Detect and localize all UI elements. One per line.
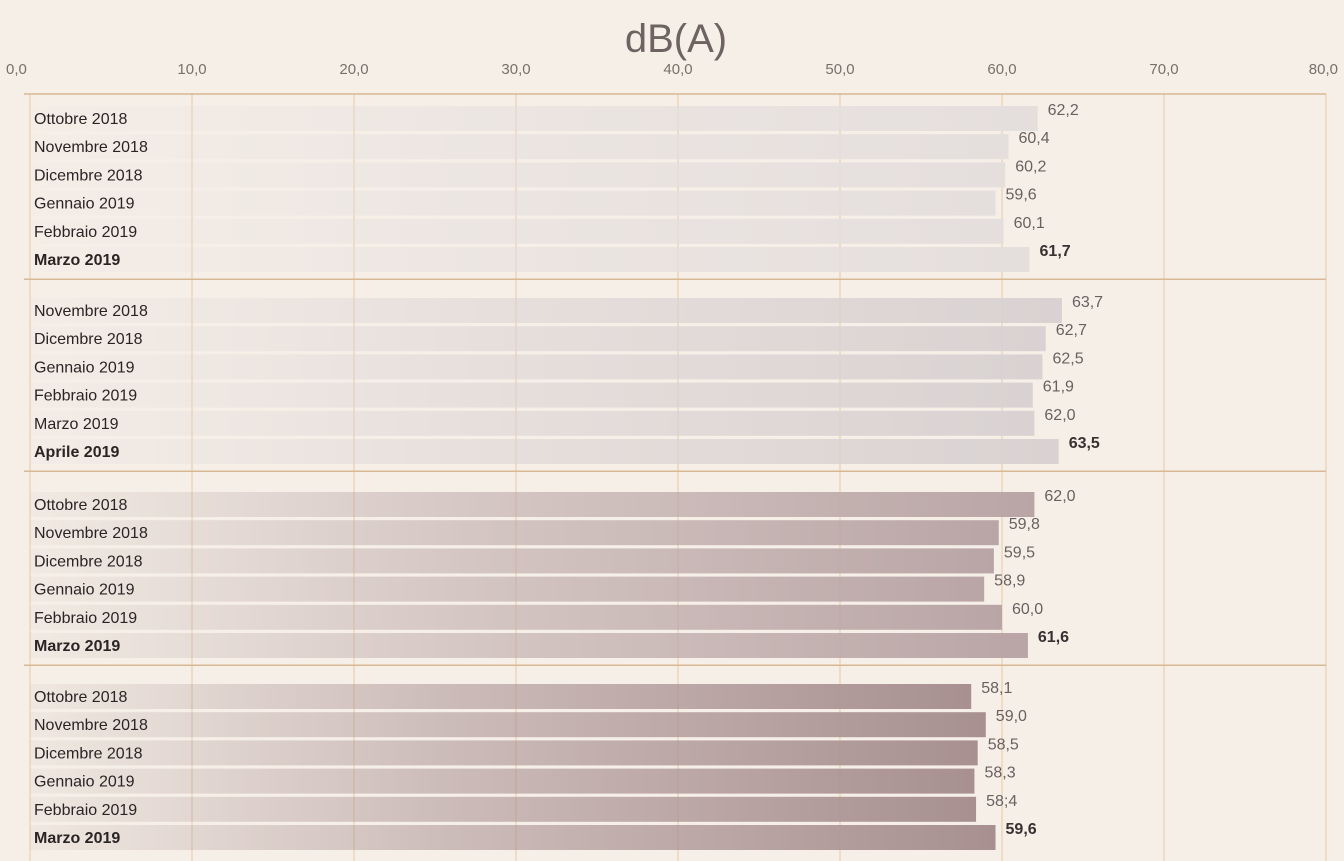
value-label: 59,6 xyxy=(1006,187,1037,204)
bar xyxy=(30,354,1043,380)
bar xyxy=(30,604,1002,630)
bar xyxy=(30,548,994,574)
bar xyxy=(30,492,1035,517)
bar xyxy=(30,439,1059,464)
category-label: Dicembre 2018 xyxy=(34,331,143,348)
x-axis-ticks: 0,0 10,0 20,0 30,0 40,0 50,0 60,0 70,0 80,0 xyxy=(6,61,1338,78)
category-label: Gennaio 2019 xyxy=(34,582,135,599)
value-label: 58,5 xyxy=(988,736,1019,753)
value-label: 59,5 xyxy=(1004,544,1035,561)
bar xyxy=(30,684,972,709)
category-label: Febbraio 2019 xyxy=(34,610,137,627)
value-label: 58,9 xyxy=(994,573,1025,590)
bar xyxy=(30,247,1030,272)
category-label: Febbraio 2019 xyxy=(34,802,137,819)
value-label: 58;4 xyxy=(986,793,1017,810)
value-label: 60,4 xyxy=(1018,130,1049,147)
value-label: 61,9 xyxy=(1043,379,1074,396)
bar xyxy=(30,218,1004,244)
category-label: Ottobre 2018 xyxy=(34,111,128,128)
bar xyxy=(30,190,996,216)
value-label: 63,5 xyxy=(1069,435,1100,452)
unit-label: dB(A) xyxy=(625,17,727,61)
value-label: 63,7 xyxy=(1072,294,1103,311)
category-label: Novembre 2018 xyxy=(34,717,148,734)
category-label: Dicembre 2018 xyxy=(34,553,143,570)
bar xyxy=(30,825,996,850)
value-label: 59,8 xyxy=(1009,516,1040,533)
x-tick-label: 10,0 xyxy=(177,61,206,78)
x-tick-label: 80,0 xyxy=(1309,61,1338,78)
bars: Ottobre 2018 62,2 Novembre 2018 60,4 Dicembr… xyxy=(30,102,1103,850)
value-label: 58,3 xyxy=(984,765,1015,782)
value-label: 60,0 xyxy=(1012,601,1043,618)
bar xyxy=(30,796,977,822)
category-label: Novembre 2018 xyxy=(34,525,148,542)
value-label: 61,7 xyxy=(1040,243,1071,260)
bar xyxy=(30,134,1009,160)
group-separators xyxy=(24,93,1326,666)
x-tick-label: 30,0 xyxy=(501,61,530,78)
value-label: 62,0 xyxy=(1044,407,1075,424)
category-label: Marzo 2019 xyxy=(34,830,120,847)
category-label: Gennaio 2019 xyxy=(34,359,135,376)
value-label: 59,0 xyxy=(996,708,1027,725)
bar xyxy=(30,768,975,794)
x-tick-label: 0,0 xyxy=(6,61,27,78)
category-label: Marzo 2019 xyxy=(34,638,120,655)
value-label: 62,2 xyxy=(1048,102,1079,119)
bar xyxy=(30,326,1046,352)
category-label: Aprile 2019 xyxy=(34,444,119,461)
category-label: Dicembre 2018 xyxy=(34,167,143,184)
bar xyxy=(30,712,986,738)
bar xyxy=(30,633,1028,658)
value-label: 60,1 xyxy=(1014,215,1045,232)
category-label: Gennaio 2019 xyxy=(34,774,135,791)
x-tick-label: 70,0 xyxy=(1149,61,1178,78)
bar xyxy=(30,740,978,766)
bar xyxy=(30,162,1006,188)
bar xyxy=(30,410,1035,436)
bar xyxy=(30,520,999,546)
category-label: Dicembre 2018 xyxy=(34,745,143,762)
category-label: Marzo 2019 xyxy=(34,416,119,433)
category-label: Febbraio 2019 xyxy=(34,224,137,241)
bar xyxy=(30,106,1038,131)
x-tick-label: 50,0 xyxy=(825,61,854,78)
value-label: 62,7 xyxy=(1056,322,1087,339)
value-label: 61,6 xyxy=(1038,629,1069,646)
category-label: Gennaio 2019 xyxy=(34,196,135,213)
bar xyxy=(30,382,1033,408)
value-label: 62,5 xyxy=(1053,350,1084,367)
value-label: 62,0 xyxy=(1044,488,1075,505)
category-label: Novembre 2018 xyxy=(34,139,148,156)
category-label: Novembre 2018 xyxy=(34,303,148,320)
bar xyxy=(30,298,1062,323)
category-label: Marzo 2019 xyxy=(34,252,120,269)
category-label: Ottobre 2018 xyxy=(34,689,128,706)
x-tick-label: 20,0 xyxy=(339,61,368,78)
category-label: Ottobre 2018 xyxy=(34,497,128,514)
x-tick-label: 40,0 xyxy=(663,61,692,78)
x-tick-label: 60,0 xyxy=(987,61,1016,78)
value-label: 60,2 xyxy=(1015,158,1046,175)
bar xyxy=(30,576,985,602)
value-label: 58,1 xyxy=(981,680,1012,697)
category-label: Febbraio 2019 xyxy=(34,388,137,405)
value-label: 59,6 xyxy=(1006,821,1037,838)
